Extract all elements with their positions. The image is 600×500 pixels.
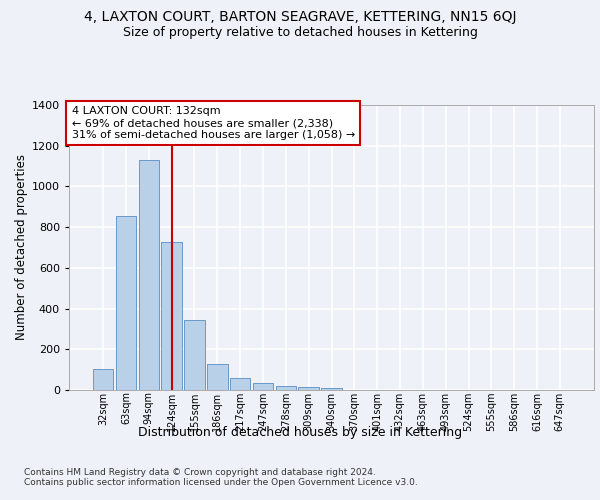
Text: 4 LAXTON COURT: 132sqm
← 69% of detached houses are smaller (2,338)
31% of semi-: 4 LAXTON COURT: 132sqm ← 69% of detached… — [71, 106, 355, 140]
Text: 4, LAXTON COURT, BARTON SEAGRAVE, KETTERING, NN15 6QJ: 4, LAXTON COURT, BARTON SEAGRAVE, KETTER… — [84, 10, 516, 24]
Text: Size of property relative to detached houses in Kettering: Size of property relative to detached ho… — [122, 26, 478, 39]
Y-axis label: Number of detached properties: Number of detached properties — [14, 154, 28, 340]
Bar — [275, 386, 296, 390]
Bar — [184, 320, 205, 390]
Bar — [207, 364, 227, 390]
Bar — [93, 368, 113, 390]
Bar — [230, 378, 250, 390]
Bar — [253, 384, 273, 390]
Bar — [139, 160, 159, 390]
Text: Contains HM Land Registry data © Crown copyright and database right 2024.
Contai: Contains HM Land Registry data © Crown c… — [24, 468, 418, 487]
Text: Distribution of detached houses by size in Kettering: Distribution of detached houses by size … — [138, 426, 462, 439]
Bar — [116, 216, 136, 390]
Bar — [298, 387, 319, 390]
Bar — [161, 242, 182, 390]
Bar — [321, 388, 342, 390]
